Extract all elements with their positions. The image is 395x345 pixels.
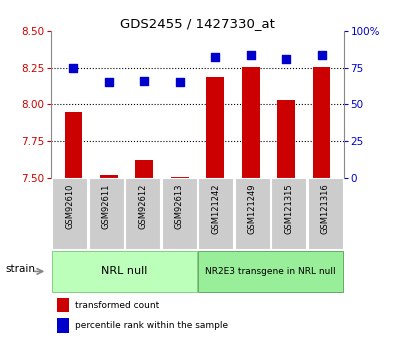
- Bar: [206, 77, 224, 178]
- Text: GSM92613: GSM92613: [175, 184, 184, 229]
- Text: transformed count: transformed count: [75, 301, 159, 310]
- Bar: [125, 178, 160, 249]
- Text: strain: strain: [5, 264, 35, 274]
- Point: [248, 52, 254, 57]
- Text: GSM121316: GSM121316: [321, 184, 330, 234]
- Text: GSM92612: GSM92612: [138, 184, 147, 229]
- Bar: [162, 178, 197, 249]
- Text: percentile rank within the sample: percentile rank within the sample: [75, 321, 228, 330]
- Bar: [88, 178, 124, 249]
- Text: GSM121249: GSM121249: [248, 184, 257, 234]
- Bar: [171, 177, 189, 178]
- Bar: [308, 178, 343, 249]
- Bar: [57, 298, 69, 312]
- Point: [106, 80, 112, 85]
- Text: GSM92611: GSM92611: [102, 184, 111, 229]
- Bar: [313, 67, 330, 178]
- Bar: [52, 178, 87, 249]
- Text: GSM121315: GSM121315: [284, 184, 293, 234]
- Text: GSM92610: GSM92610: [65, 184, 74, 229]
- Point: [283, 56, 289, 62]
- Point: [141, 78, 147, 84]
- Text: NR2E3 transgene in NRL null: NR2E3 transgene in NRL null: [205, 267, 336, 276]
- Bar: [242, 67, 260, 178]
- Point: [177, 80, 183, 85]
- Bar: [65, 112, 82, 178]
- Bar: [100, 175, 118, 178]
- Text: NRL null: NRL null: [101, 266, 148, 276]
- Title: GDS2455 / 1427330_at: GDS2455 / 1427330_at: [120, 17, 275, 30]
- Point: [70, 65, 77, 70]
- Bar: [235, 178, 270, 249]
- Point: [318, 52, 325, 57]
- Bar: [198, 251, 343, 292]
- Bar: [198, 178, 233, 249]
- Bar: [277, 100, 295, 178]
- Bar: [52, 251, 197, 292]
- Text: GSM121242: GSM121242: [211, 184, 220, 234]
- Bar: [57, 318, 69, 333]
- Point: [212, 55, 218, 60]
- Bar: [135, 160, 153, 178]
- Bar: [271, 178, 307, 249]
